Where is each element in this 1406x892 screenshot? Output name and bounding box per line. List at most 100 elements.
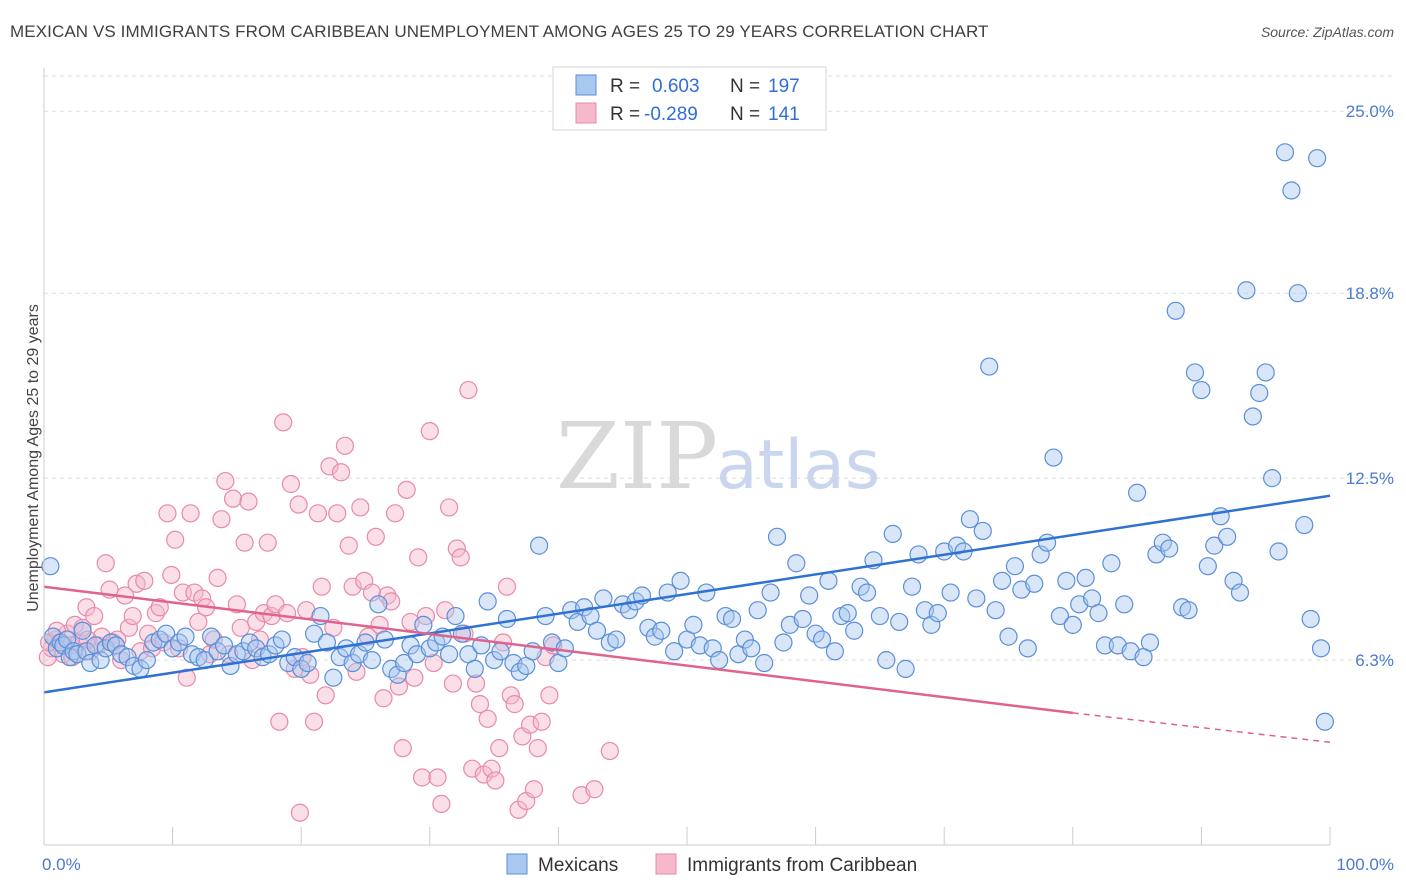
x-tick-label-min: 0.0% [42, 855, 81, 874]
mexican-point-144 [928, 604, 947, 623]
mexican-point-193 [1243, 407, 1262, 426]
mexican-point-131 [845, 621, 864, 640]
legend-r-label-2: R = [610, 104, 640, 125]
legend-swatch-mexicans [575, 74, 597, 96]
mexican-point-190 [1224, 571, 1243, 590]
caribbean-point-50 [231, 618, 250, 637]
mexican-point-57 [369, 595, 388, 614]
mexican-point-186 [1198, 557, 1217, 576]
legend-n-label-1: N = [730, 76, 760, 97]
bottom-legend-label-caribbean: Immigrants from Caribbean [687, 855, 917, 876]
mexican-point-116 [748, 601, 767, 620]
caribbean-point-71 [312, 577, 331, 596]
caribbean-point-107 [451, 548, 470, 567]
legend-r-value-mexicans: 0.603 [652, 76, 700, 97]
mexican-point-27 [176, 627, 195, 646]
mexican-point-151 [973, 521, 992, 541]
mexican-point-161 [1037, 533, 1057, 552]
mexican-point-163 [1050, 606, 1070, 626]
caribbean-point-100 [424, 653, 443, 673]
caribbean-point-31 [158, 504, 177, 523]
mexican-point-117 [755, 653, 774, 673]
mexican-point-187 [1205, 536, 1224, 555]
caribbean-point-68 [301, 665, 320, 684]
mexican-point-197 [1269, 542, 1288, 561]
caribbean-point-97 [412, 768, 432, 787]
mexican-point-133 [857, 583, 877, 602]
mexican-point-173 [1115, 595, 1134, 614]
mexican-point-128 [825, 642, 844, 661]
caribbean-point-111 [466, 674, 486, 693]
watermark-zip: ZIP [556, 403, 718, 510]
caribbean-point-49 [227, 595, 246, 614]
mexican-point-165 [1063, 615, 1082, 634]
mexican-point-181 [1166, 301, 1185, 320]
caribbean-point-95 [405, 668, 424, 687]
y-axis-label: Unemployment Among Ages 25 to 29 years [25, 304, 42, 612]
mexican-point-109 [703, 639, 722, 658]
caribbean-point-128 [532, 712, 551, 731]
mexican-point-189 [1218, 527, 1237, 546]
caribbean-point-104 [439, 498, 459, 517]
trend-line-caribbean [43, 585, 1073, 715]
mexican-point-0 [41, 557, 60, 576]
mexican-point-16 [106, 636, 126, 655]
mexican-point-143 [922, 615, 941, 634]
caribbean-point-139 [600, 741, 619, 761]
mexican-point-118 [761, 583, 780, 602]
mexican-point-123 [793, 609, 812, 629]
y-tick-label-1: 12.5% [1346, 469, 1394, 488]
mexican-point-160 [1031, 545, 1050, 564]
caribbean-point-25 [135, 571, 154, 590]
y-tick-label-0: 6.3% [1355, 651, 1394, 670]
caribbean-point-15 [96, 554, 115, 573]
mexican-point-10 [77, 642, 96, 661]
caribbean-point-80 [347, 662, 366, 681]
mexican-point-198 [1275, 143, 1295, 162]
caribbean-point-43 [204, 630, 223, 649]
mexican-point-127 [819, 571, 838, 590]
caribbean-point-33 [166, 530, 185, 549]
caribbean-point-32 [162, 565, 181, 585]
caribbean-point-78 [339, 536, 358, 555]
mexican-point-158 [1018, 639, 1037, 658]
caribbean-point-99 [420, 422, 439, 441]
trend-line-caribbean-extension [1072, 712, 1331, 744]
mexican-point-159 [1025, 574, 1044, 593]
caribbean-point-101 [428, 768, 447, 787]
mexican-point-137 [883, 524, 902, 543]
mexican-point-180 [1160, 539, 1179, 558]
mexican-point-69 [446, 606, 465, 626]
mexican-point-77 [497, 609, 517, 629]
caribbean-point-12 [85, 606, 104, 626]
mexican-point-103 [665, 642, 684, 661]
mexican-point-106 [684, 615, 703, 634]
caribbean-point-76 [331, 463, 351, 482]
mexican-point-124 [800, 586, 819, 605]
mexican-point-156 [1005, 557, 1025, 576]
x-tick-label-max: 100.0% [1336, 855, 1394, 874]
bottom-legend-label-mexicans: Mexicans [538, 855, 618, 876]
mexican-point-104 [671, 571, 690, 590]
mexican-point-140 [902, 577, 922, 596]
mexican-point-92 [594, 589, 613, 608]
mexican-point-119 [767, 527, 787, 546]
caribbean-point-138 [585, 780, 604, 799]
mexican-point-42 [272, 630, 292, 649]
trend-line-mexicans [43, 494, 1331, 694]
mexican-point-115 [742, 639, 761, 658]
mexican-point-72 [465, 659, 484, 678]
legend-n-value-mexicans: 197 [768, 76, 800, 97]
mexican-point-130 [838, 604, 857, 623]
caribbean-point-106 [447, 539, 466, 558]
caribbean-point-45 [212, 510, 231, 529]
caribbean-point-116 [486, 771, 505, 790]
mexican-point-171 [1102, 554, 1121, 573]
mexican-point-122 [787, 554, 806, 573]
mexican-point-139 [896, 659, 915, 678]
caribbean-point-57 [258, 533, 277, 552]
caribbean-point-102 [432, 794, 451, 814]
mexican-point-138 [890, 612, 909, 632]
caribbean-point-62 [277, 604, 297, 623]
mexican-point-155 [999, 627, 1018, 646]
